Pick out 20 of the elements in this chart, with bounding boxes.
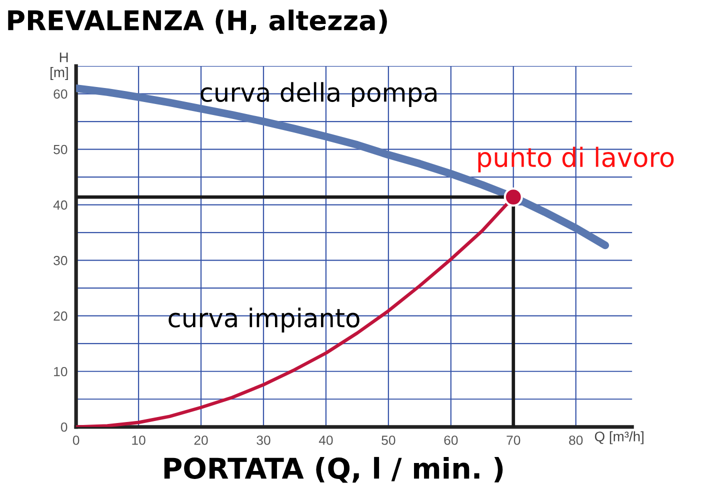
- y-tick-label: 10: [54, 366, 68, 376]
- x-tick-label: 40: [318, 436, 333, 445]
- x-tick-label: 50: [382, 436, 396, 445]
- x-tick-label: 80: [569, 436, 583, 445]
- x-tick-label: 60: [444, 436, 458, 445]
- y-tick-label: 0: [60, 422, 68, 432]
- y-tick-label: 20: [54, 311, 68, 321]
- y-tick-label: 30: [54, 256, 68, 266]
- y-axis-title: H [m]: [50, 52, 68, 80]
- chart-title: PREVALENZA (H, altezza): [8, 10, 387, 34]
- x-tick-label: 30: [256, 436, 270, 445]
- x-tick-label: 70: [506, 436, 520, 445]
- text: PORTATA (Q, l / min. ): [164, 456, 503, 483]
- y-tick-label: 60: [54, 89, 68, 99]
- y-tick-label: 40: [53, 200, 68, 210]
- x-tick-label: 20: [194, 436, 208, 445]
- y-tick-label: 50: [54, 144, 68, 154]
- x-tick-label: 10: [132, 436, 146, 445]
- x-tick-label: 0: [72, 436, 80, 445]
- x-axis-title: Q [m³/h]: [594, 431, 644, 444]
